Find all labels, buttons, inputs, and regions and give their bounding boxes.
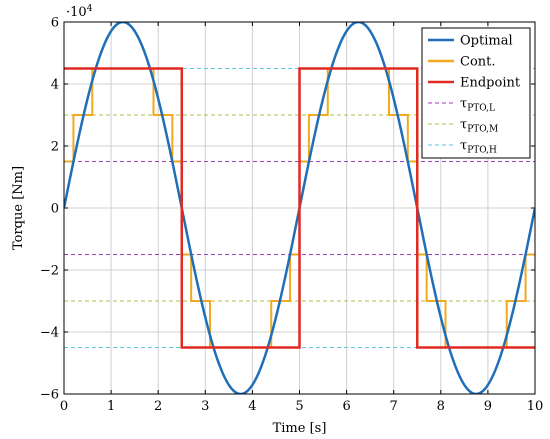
x-tick-label: 1 bbox=[107, 399, 115, 414]
legend-box bbox=[421, 27, 531, 159]
x-axis-label: Time [s] bbox=[273, 421, 327, 436]
x-tick-labels: 0 1 2 3 4 5 6 7 8 9 10 bbox=[60, 399, 543, 414]
plot-frame bbox=[63, 21, 536, 395]
legend-label-subscript: PTO,H bbox=[467, 146, 497, 156]
y-tick-label: 2 bbox=[51, 140, 59, 155]
y-tick-labels: −6 −4 −2 0 2 4 6 bbox=[40, 16, 59, 403]
y-tick-label: −2 bbox=[40, 264, 59, 279]
legend-label-symbol: τ bbox=[460, 139, 467, 154]
x-tick-label: 8 bbox=[437, 399, 445, 414]
legend-label: Cont. bbox=[460, 55, 496, 70]
legend-label: τPTO,L bbox=[460, 97, 495, 114]
legend-label-subscript: PTO,L bbox=[467, 104, 495, 114]
series-line-endpoint bbox=[64, 67, 535, 349]
x-tick-label: 4 bbox=[248, 399, 256, 414]
legend-label: τPTO,M bbox=[460, 118, 498, 135]
x-tick-label: 5 bbox=[295, 399, 303, 414]
legend-label-symbol: τ bbox=[460, 118, 467, 133]
legend-label: τPTO,H bbox=[460, 139, 497, 156]
y-tick-label: 6 bbox=[51, 16, 59, 31]
legend-label-symbol: τ bbox=[460, 97, 467, 112]
y-tick-label: 0 bbox=[51, 202, 59, 217]
y-multiplier-base: ·10 bbox=[66, 5, 87, 20]
y-axis-label: Torque [Nm] bbox=[11, 166, 26, 250]
y-multiplier: ·104 bbox=[66, 4, 93, 20]
y-tick-label: −6 bbox=[40, 388, 59, 403]
legend-label-subscript: PTO,M bbox=[467, 125, 498, 135]
x-tick-label: 3 bbox=[201, 399, 209, 414]
y-tick-label: 4 bbox=[51, 78, 59, 93]
y-multiplier-exponent: 4 bbox=[87, 4, 93, 14]
x-tick-label: 10 bbox=[527, 399, 544, 414]
legend-label: Optimal bbox=[460, 34, 513, 49]
y-tick-label: −4 bbox=[40, 326, 59, 341]
x-tick-label: 2 bbox=[154, 399, 162, 414]
x-tick-label: 0 bbox=[60, 399, 68, 414]
legend-label: Endpoint bbox=[460, 76, 521, 91]
x-tick-label: 6 bbox=[342, 399, 350, 414]
x-tick-label: 9 bbox=[484, 399, 492, 414]
series-lines bbox=[64, 22, 535, 394]
x-tick-label: 7 bbox=[390, 399, 398, 414]
